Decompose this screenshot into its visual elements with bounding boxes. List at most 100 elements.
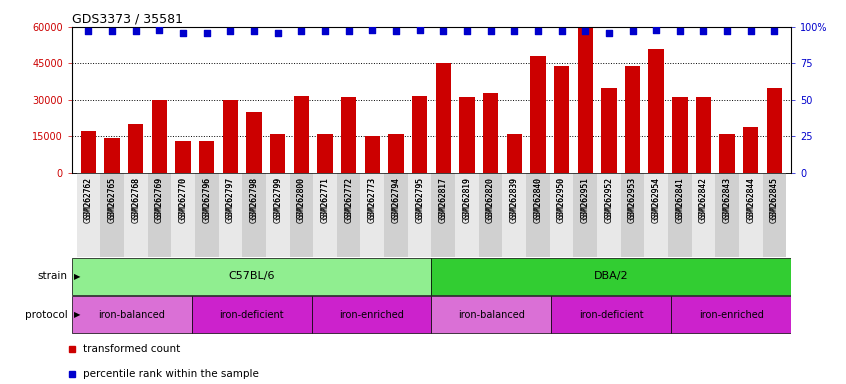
Point <box>200 30 213 36</box>
Point <box>271 30 284 36</box>
Text: GSM262952: GSM262952 <box>604 177 613 218</box>
Text: GSM262768: GSM262768 <box>131 177 140 223</box>
Text: iron-enriched: iron-enriched <box>699 310 764 320</box>
Point <box>318 28 332 34</box>
Bar <box>431 296 552 333</box>
Text: GSM262799: GSM262799 <box>273 177 283 223</box>
Bar <box>625 66 640 173</box>
Text: GSM262953: GSM262953 <box>628 177 637 218</box>
Text: GSM262819: GSM262819 <box>463 177 471 218</box>
Text: iron-deficient: iron-deficient <box>579 310 644 320</box>
Bar <box>151 100 168 173</box>
Bar <box>311 296 431 333</box>
Text: GSM262953: GSM262953 <box>628 177 637 223</box>
Point <box>626 28 640 34</box>
Text: GDS3373 / 35581: GDS3373 / 35581 <box>72 13 183 26</box>
Bar <box>597 173 621 257</box>
Point <box>342 28 355 34</box>
Point <box>531 28 545 34</box>
Text: GSM262951: GSM262951 <box>580 177 590 218</box>
Text: GSM262795: GSM262795 <box>415 177 424 218</box>
Bar <box>483 93 498 173</box>
Text: strain: strain <box>38 271 68 281</box>
Bar <box>360 173 384 257</box>
Text: GSM262765: GSM262765 <box>107 177 117 223</box>
Point <box>744 28 757 34</box>
Text: GSM262796: GSM262796 <box>202 177 212 223</box>
Text: ▶: ▶ <box>74 272 80 281</box>
Bar <box>80 131 96 173</box>
Point <box>555 28 569 34</box>
Bar <box>104 137 120 173</box>
Bar <box>337 173 360 257</box>
Text: GSM262841: GSM262841 <box>675 177 684 223</box>
Text: GSM262771: GSM262771 <box>321 177 329 218</box>
Text: GSM262817: GSM262817 <box>439 177 448 218</box>
Text: GSM262950: GSM262950 <box>557 177 566 223</box>
Text: GSM262842: GSM262842 <box>699 177 708 218</box>
Text: GSM262840: GSM262840 <box>534 177 542 223</box>
Bar <box>294 96 309 173</box>
Text: GSM262794: GSM262794 <box>392 177 400 218</box>
Bar <box>578 20 593 173</box>
Bar <box>222 100 238 173</box>
Bar <box>716 173 739 257</box>
Text: GSM262819: GSM262819 <box>463 177 471 223</box>
Text: GSM262799: GSM262799 <box>273 177 283 218</box>
Bar <box>574 173 597 257</box>
Text: GSM262800: GSM262800 <box>297 177 306 223</box>
Bar <box>175 141 191 173</box>
Text: GSM262773: GSM262773 <box>368 177 376 223</box>
Bar <box>270 134 285 173</box>
Point <box>413 27 426 33</box>
Bar <box>72 296 192 333</box>
Bar <box>554 66 569 173</box>
Text: GSM262954: GSM262954 <box>651 177 661 218</box>
Bar <box>602 88 617 173</box>
Text: ▶: ▶ <box>74 310 80 319</box>
Point <box>460 28 474 34</box>
Bar <box>436 63 451 173</box>
Text: GSM262954: GSM262954 <box>651 177 661 223</box>
Bar <box>192 296 311 333</box>
Text: GSM262770: GSM262770 <box>179 177 188 218</box>
Bar <box>388 134 404 173</box>
Text: GSM262794: GSM262794 <box>392 177 400 223</box>
Text: GSM262762: GSM262762 <box>84 177 93 218</box>
Bar <box>384 173 408 257</box>
Bar <box>171 173 195 257</box>
Text: GSM262772: GSM262772 <box>344 177 353 218</box>
Text: GSM262950: GSM262950 <box>557 177 566 218</box>
Point <box>82 28 96 34</box>
Text: GSM262952: GSM262952 <box>604 177 613 223</box>
Bar <box>199 141 214 173</box>
Text: GSM262768: GSM262768 <box>131 177 140 218</box>
Bar <box>526 173 550 257</box>
Bar <box>530 56 546 173</box>
Bar <box>412 96 427 173</box>
Bar <box>341 98 356 173</box>
Text: GSM262845: GSM262845 <box>770 177 779 223</box>
Point <box>579 28 592 34</box>
Point <box>697 28 711 34</box>
Bar <box>455 173 479 257</box>
Text: GSM262800: GSM262800 <box>297 177 306 218</box>
Bar <box>101 173 124 257</box>
Text: GSM262841: GSM262841 <box>675 177 684 218</box>
Bar <box>671 296 791 333</box>
Bar <box>313 173 337 257</box>
Bar <box>621 173 645 257</box>
Text: GSM262820: GSM262820 <box>486 177 495 218</box>
Point <box>294 28 308 34</box>
Bar <box>365 136 380 173</box>
Text: GSM262769: GSM262769 <box>155 177 164 218</box>
Bar <box>552 296 671 333</box>
Text: GSM262796: GSM262796 <box>202 177 212 218</box>
Text: iron-enriched: iron-enriched <box>339 310 404 320</box>
Text: GSM262797: GSM262797 <box>226 177 235 223</box>
Bar <box>739 173 762 257</box>
Point <box>247 28 261 34</box>
Point <box>176 30 190 36</box>
Bar <box>195 173 218 257</box>
Bar <box>77 173 101 257</box>
